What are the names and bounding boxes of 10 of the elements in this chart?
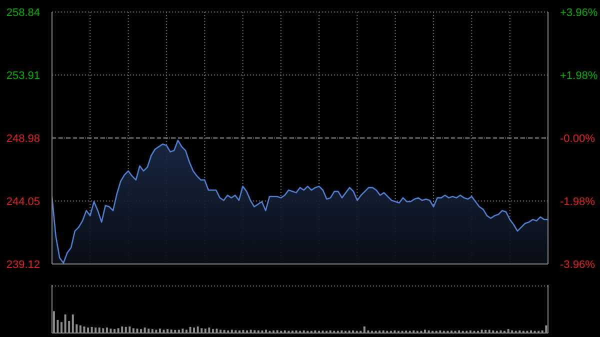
y2-tick-label: +3.96% [560, 7, 598, 19]
y2-tick-label: +1.98% [560, 70, 598, 82]
y2-tick-label: -0.00% [560, 133, 596, 145]
y-tick-label: 244.05 [6, 196, 40, 208]
y-tick-label: 248.98 [6, 133, 40, 145]
y2-tick-label: -1.98% [560, 196, 596, 208]
y-tick-label: 258.84 [6, 7, 40, 19]
y-tick-label: 253.91 [6, 70, 40, 82]
y2-tick-label: -3.96% [560, 259, 596, 271]
y-tick-label: 239.12 [6, 259, 40, 271]
